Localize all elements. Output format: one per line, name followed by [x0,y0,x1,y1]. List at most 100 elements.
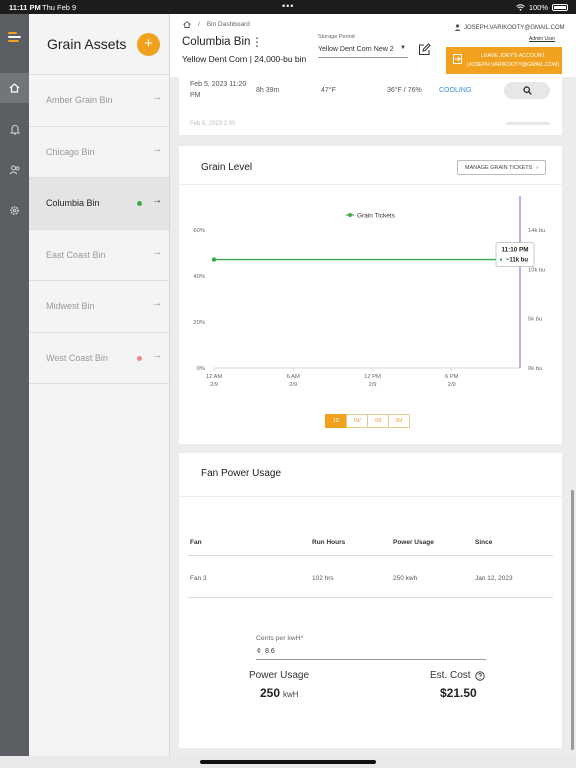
home-indicator[interactable] [200,760,376,764]
leave-account-label: LEAVE JOEY'S ACCOUNT [481,53,545,59]
grain-level-title: Grain Level [201,162,253,173]
period-tab-1w[interactable]: 1W [346,414,368,428]
divider [188,555,553,556]
scrollbar[interactable] [571,490,574,750]
x-tick-label: 12 AM [206,374,223,380]
wifi-icon [515,4,525,11]
row-duration: 8h 39m [256,87,280,94]
bin-header: / Bin Dashboard Columbia Bin ⋮ Yellow De… [170,14,576,77]
cents-per-kwh-label: Cents per kwH* [256,635,304,642]
manage-grain-tickets-button[interactable]: MANAGE GRAIN TICKETS › [457,160,546,175]
divider [179,496,562,497]
period-tab-1m[interactable]: 1M [367,414,389,428]
fan-power-card: Fan Power Usage Fan Run Hours Power Usag… [179,453,562,748]
rail-users[interactable] [0,155,29,185]
asset-item[interactable]: East Coast Bin → [29,230,169,281]
page-title: Columbia Bin [182,36,251,48]
app-logo[interactable] [8,32,21,44]
user-email: JOSEPH.VARIKOOTY@GMAIL.COM [464,24,565,31]
y-right-tick-label: 10k bu [528,267,545,273]
period-tab-1d[interactable]: 1D [325,414,347,428]
power-usage-number: 250 [260,686,281,700]
asset-item[interactable]: West Coast Bin → [29,333,169,384]
asset-item[interactable]: Columbia Bin → [29,178,169,230]
col-header-since: Since [475,539,493,546]
main-content: Feb 5, 2023 11:20 PM 8h 39m 47°F 36°F / … [170,77,576,756]
status-dot [137,355,142,361]
cents-per-kwh-input[interactable]: ¢ 8.6 [256,646,486,660]
est-cost-label: Est. Cost [430,670,471,681]
col-header-power-usage: Power Usage [393,539,434,546]
arrow-right-icon: → [152,246,162,258]
asset-item[interactable]: Chicago Bin → [29,127,169,178]
currency-prefix: ¢ [257,648,261,655]
help-icon[interactable] [474,670,485,681]
tooltip-marker [499,258,503,261]
y-right-tick-label: 5k bu [528,317,542,323]
chart-svg[interactable]: Grain Tickets 0% 20% 40% 60% 0k bu 5k bu 10k bu… [179,185,562,413]
rail-home[interactable] [0,73,29,103]
status-badge: COOLING [439,87,472,94]
row-weather: 36°F / 76% [387,87,422,94]
row-datetime: Feb 5, 2023 11:20 [190,81,247,88]
asset-list: Amber Grain Bin → Chicago Bin → Columbia Bin… [29,75,169,384]
asset-item[interactable]: Amber Grain Bin → [29,75,169,127]
breadcrumb-separator: / [198,21,200,28]
manage-grain-tickets-label: MANAGE GRAIN TICKETS [464,164,533,171]
y-left-tick-label: 20% [193,320,205,326]
tooltip-value: ~11k bu [506,258,529,264]
y-right-tick-label: 0k bu [528,366,542,372]
x-tick-date: 2/9 [368,382,376,388]
leave-account-email: (JOSEPH.VARIKOOTY@GMAIL.COM) [466,62,560,68]
arrow-right-icon: → [152,349,162,361]
bin-menu-button[interactable]: ⋮ [251,35,263,49]
row-datetime-suffix: PM [190,92,201,99]
status-date: Thu Feb 9 [42,3,77,12]
search-icon [522,86,532,95]
x-tick-date: 2/9 [210,382,218,388]
breadcrumb: / Bin Dashboard [183,21,250,28]
rail-notifications[interactable] [0,114,29,144]
bell-icon [9,124,20,134]
status-time: 11:11 PM [9,3,41,12]
storage-period-label: Storage Period [318,34,355,40]
storage-period-value: Yellow Dent Corn New 2 [318,46,394,53]
period-tab-3m[interactable]: 3M [388,414,410,428]
multitask-dots[interactable]: ••• [282,1,295,11]
power-usage-label: Power Usage [249,670,310,681]
x-tick-label: 6 PM [445,374,459,380]
user-icon [454,24,461,31]
edit-icon[interactable] [418,43,431,61]
arrow-right-icon: → [152,143,162,155]
view-details-button[interactable] [504,82,550,99]
y-right-tick-label: 14k bu [528,228,545,234]
chevron-right-icon: › [536,164,539,171]
asset-item-label: Columbia Bin [46,198,100,208]
asset-item-label: Chicago Bin [46,146,95,157]
next-row-button-peek [506,122,550,125]
home-icon[interactable] [183,21,191,28]
est-cost-value: $21.50 [440,686,477,700]
asset-item-label: Amber Grain Bin [46,95,113,105]
asset-item[interactable]: Midwest Bin → [29,281,169,333]
breadcrumb-current[interactable]: Bin Dashboard [206,21,250,28]
asset-item-label: West Coast Bin [46,352,108,363]
cents-value: 8.6 [265,648,275,655]
power-usage-value: 250 kwH [260,686,299,700]
legend-marker [348,213,352,217]
storage-period-select[interactable]: Yellow Dent Corn New 2 ▼ [318,44,408,58]
period-tabs: 1D 1W 1M 3M [325,414,410,428]
rail-settings[interactable] [0,195,29,225]
cell-since: Jan 12, 2023 [475,575,513,582]
gear-icon [10,205,19,215]
user-role[interactable]: Admin User [529,36,556,42]
tooltip-time: 11:10 PM [502,247,529,254]
nav-rail [0,14,29,756]
caret-down-icon: ▼ [400,45,406,51]
leave-account-button[interactable]: LEAVE JOEY'S ACCOUNT (JOSEPH.VARIKOOTY@G… [446,47,562,74]
battery-icon [552,4,568,11]
col-header-fan: Fan [190,539,202,546]
arrow-right-icon: → [152,298,162,309]
add-asset-button[interactable]: + [137,33,160,56]
y-left-tick-label: 60% [193,228,205,234]
